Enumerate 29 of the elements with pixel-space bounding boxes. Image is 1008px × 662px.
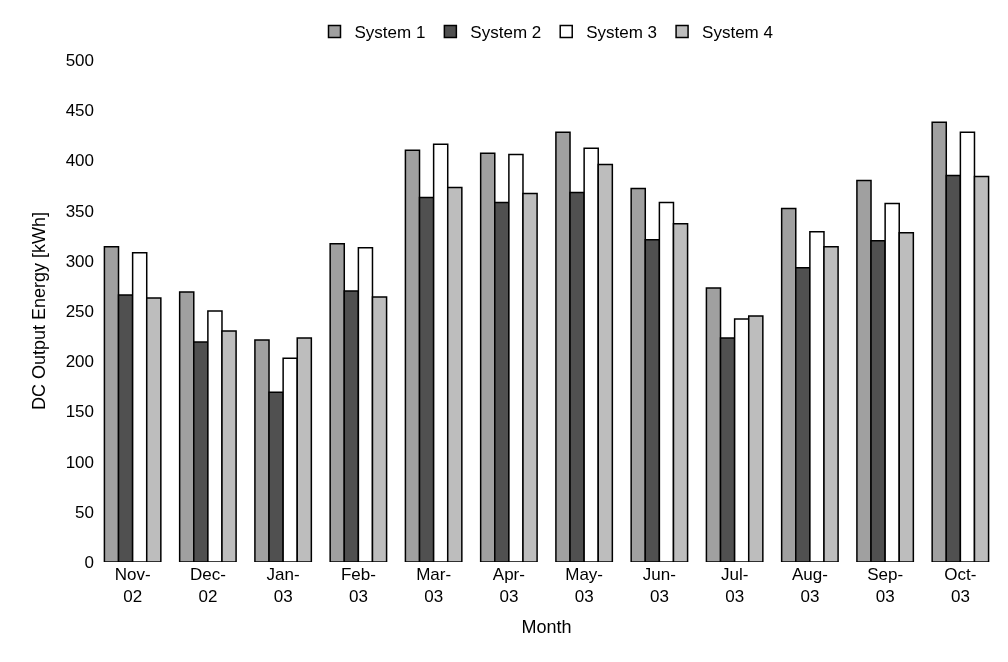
y-tick-label: 350 — [65, 201, 94, 221]
y-tick-label: 250 — [65, 301, 94, 321]
y-tick-label: 450 — [65, 101, 94, 121]
x-tick-label: May-03 — [565, 565, 604, 607]
x-tick-label: Jul-03 — [720, 565, 749, 607]
legend-label: System 2 — [470, 23, 542, 43]
x-tick-label: Aug-03 — [791, 565, 828, 607]
x-tick-label: Feb-03 — [340, 565, 376, 607]
legend-label: System 1 — [354, 23, 426, 43]
x-tick-label: Nov-02 — [114, 565, 151, 607]
x-tick-label: Oct-03 — [944, 565, 977, 607]
y-tick-label: 0 — [84, 552, 94, 572]
legend-label: System 3 — [586, 23, 658, 43]
x-axis-title: Month — [521, 617, 572, 638]
x-tick-label: Jun-03 — [642, 565, 676, 607]
y-tick-label: 500 — [65, 50, 94, 70]
x-tick-label: Apr-03 — [492, 565, 525, 607]
y-tick-label: 100 — [65, 452, 94, 472]
legend-label: System 4 — [702, 23, 773, 43]
y-tick-label: 200 — [65, 352, 94, 372]
y-axis-title: DC Output Energy [kWh] — [28, 211, 49, 411]
x-tick-label: Jan-03 — [266, 565, 300, 607]
y-tick-label: 50 — [75, 502, 94, 522]
x-tick-label: Sep-03 — [867, 565, 904, 607]
y-tick-label: 150 — [65, 402, 94, 422]
x-tick-label: Dec-02 — [189, 565, 226, 607]
x-tick-label: Mar-03 — [416, 565, 452, 607]
y-tick-label: 300 — [65, 251, 94, 271]
y-tick-label: 400 — [65, 151, 94, 171]
